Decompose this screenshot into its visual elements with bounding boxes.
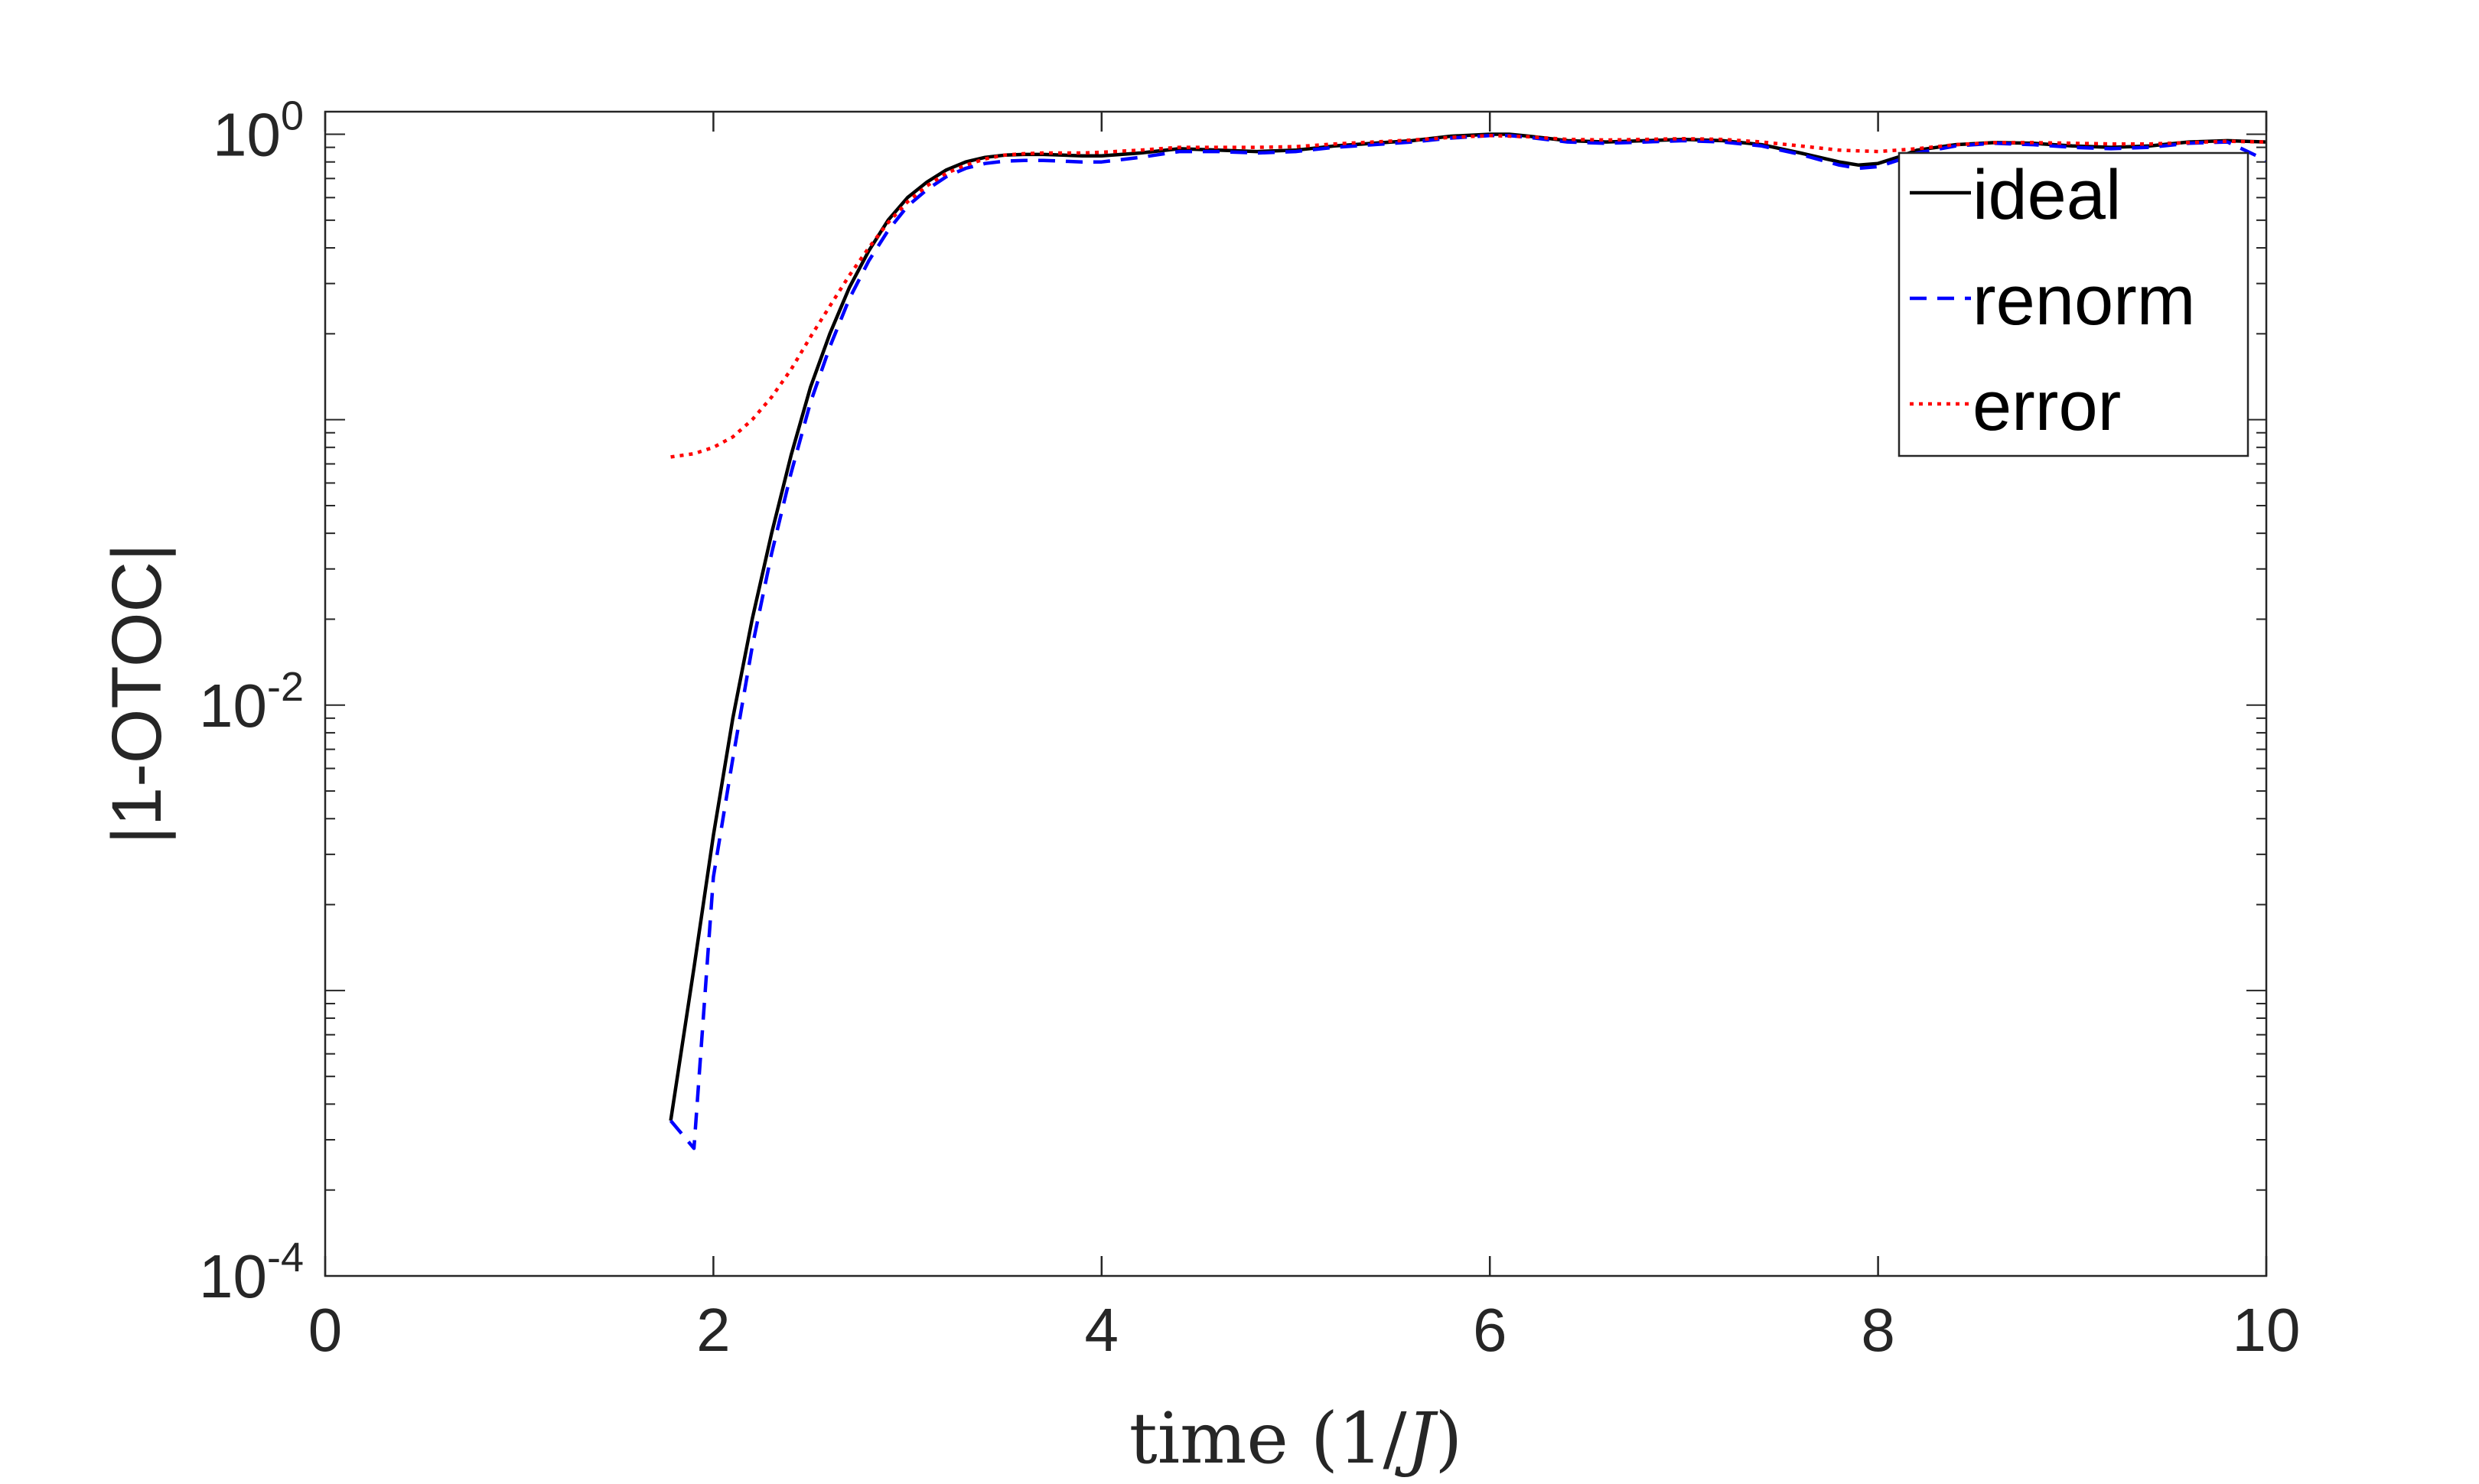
x-tick-label: 4 bbox=[1085, 1296, 1119, 1364]
plot-area-frame bbox=[324, 110, 2268, 1277]
y-tick-label: 10-2 bbox=[199, 664, 304, 740]
tick-labels: 0 2 4 6 8 10 100 10-2 10-4 bbox=[199, 93, 2300, 1364]
x-axis-title-text: time bbox=[1129, 1398, 1311, 1479]
y-axis-title: |1-OTOC| bbox=[98, 543, 176, 845]
x-axis-title-unit-open: (1/ bbox=[1311, 1398, 1406, 1479]
x-tick-label: 2 bbox=[696, 1296, 731, 1364]
legend-label-error: error bbox=[1972, 367, 2121, 445]
y-tick-label: 10-4 bbox=[199, 1235, 304, 1310]
x-tick-label: 8 bbox=[1861, 1296, 1895, 1364]
x-tick-label: 10 bbox=[2233, 1296, 2301, 1364]
legend-label-ideal: ideal bbox=[1972, 156, 2121, 234]
series-line-error bbox=[670, 133, 2267, 459]
x-axis-title: time (1/J) bbox=[1129, 1398, 1463, 1479]
x-tick-label: 6 bbox=[1473, 1296, 1507, 1364]
legend: ideal renorm error bbox=[1898, 151, 2249, 457]
y-tick-label: 100 bbox=[213, 93, 304, 169]
x-tick-label: 0 bbox=[308, 1296, 343, 1364]
x-axis-title-unit-close: ) bbox=[1435, 1398, 1462, 1479]
legend-label-renorm: renorm bbox=[1972, 262, 2195, 340]
